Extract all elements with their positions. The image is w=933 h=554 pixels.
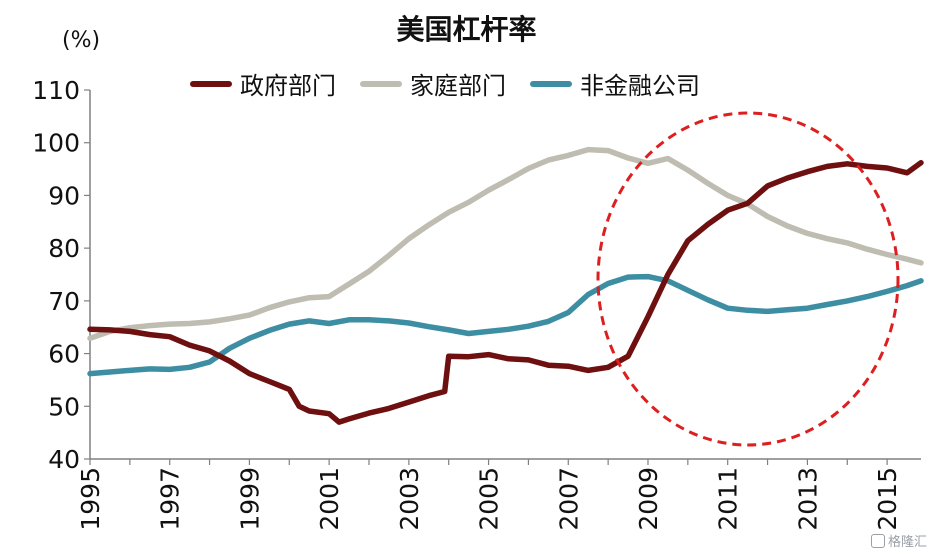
series-line-government — [87, 159, 924, 425]
y-tick-label-90: 90 — [48, 181, 80, 210]
legend-item-household: 家庭部门 — [360, 66, 506, 101]
series-line-household — [87, 146, 924, 342]
series-line-corporate — [87, 273, 924, 377]
watermark: 格隆汇 — [870, 531, 927, 550]
legend-item-government: 政府部门 — [190, 66, 336, 101]
y-unit-label: (%) — [62, 28, 101, 53]
y-tick-label-110: 110 — [32, 76, 80, 105]
legend-item-corporate: 非金融公司 — [530, 66, 700, 101]
legend-label-government: 政府部门 — [240, 72, 336, 100]
legend-swatch-household — [360, 80, 402, 87]
legend-swatch-corporate — [530, 80, 572, 87]
y-tick-label-40: 40 — [48, 445, 80, 474]
x-tick-label-2013: 2013 — [793, 467, 822, 531]
x-tick-label-2011: 2011 — [714, 467, 743, 531]
x-tick-label-1997: 1997 — [156, 467, 185, 531]
x-tick-label-2001: 2001 — [315, 467, 344, 531]
x-tick-label-1995: 1995 — [76, 467, 105, 531]
y-tick-label-60: 60 — [48, 340, 80, 369]
legend-label-corporate: 非金融公司 — [580, 72, 700, 100]
y-tick-label-50: 50 — [48, 392, 80, 421]
legend-swatch-government — [190, 80, 232, 87]
legend-label-household: 家庭部门 — [410, 72, 506, 100]
watermark-logo-icon — [870, 533, 885, 548]
x-tick-label-2007: 2007 — [554, 467, 583, 531]
x-tick-label-2003: 2003 — [395, 467, 424, 531]
y-tick-label-80: 80 — [48, 234, 80, 263]
chart-title: 美国杠杆率 — [396, 13, 537, 46]
x-tick-label-2009: 2009 — [634, 467, 663, 531]
y-tick-label-70: 70 — [48, 287, 80, 316]
x-tick-label-2015: 2015 — [873, 467, 902, 531]
x-tick-label-2005: 2005 — [475, 467, 504, 531]
highlight-circle — [596, 111, 900, 447]
watermark-text: 格隆汇 — [887, 535, 927, 550]
y-tick-label-100: 100 — [32, 129, 80, 158]
legend: 政府部门 家庭部门 非金融公司 — [190, 66, 700, 101]
x-tick-label-1999: 1999 — [235, 467, 264, 531]
